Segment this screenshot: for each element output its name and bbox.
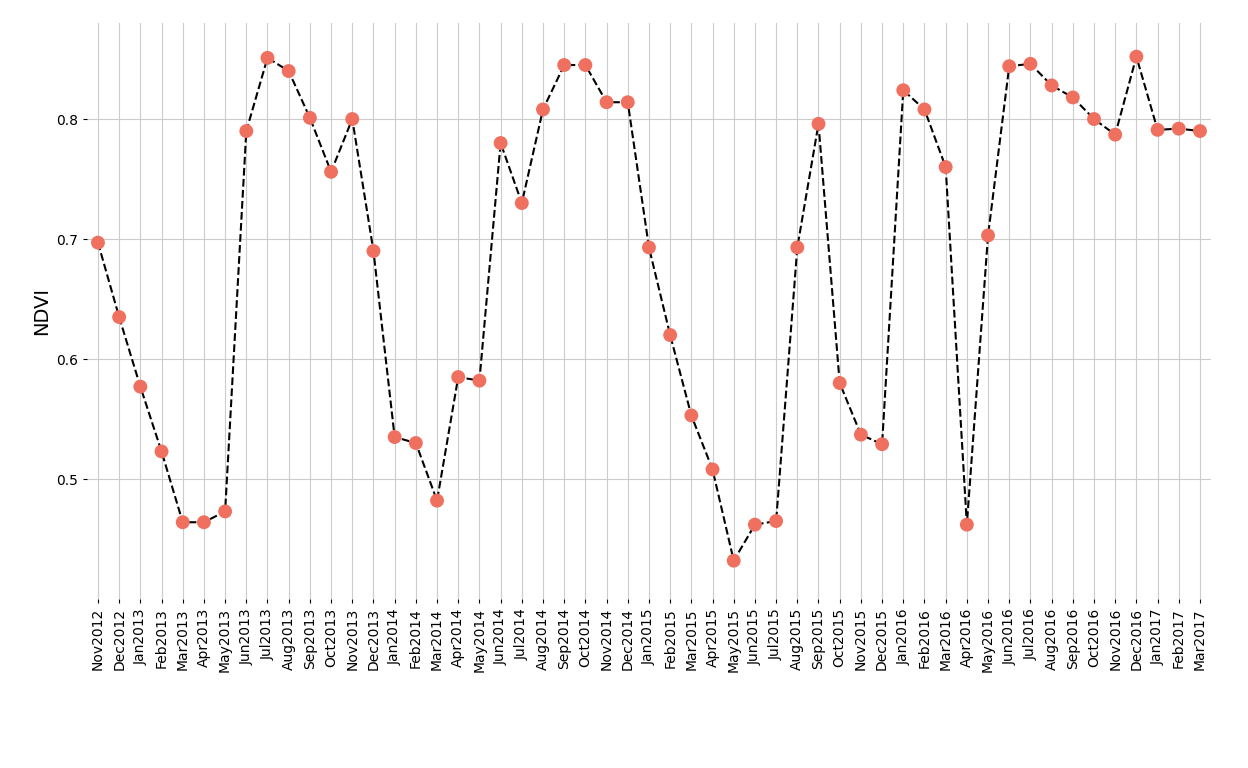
Point bbox=[1127, 51, 1147, 63]
Point bbox=[1191, 125, 1211, 137]
Point bbox=[936, 161, 956, 174]
Point bbox=[490, 137, 510, 149]
Point bbox=[469, 375, 489, 387]
Point bbox=[1063, 91, 1083, 104]
Point bbox=[851, 429, 871, 441]
Point bbox=[597, 96, 617, 108]
Point bbox=[257, 51, 277, 64]
Point bbox=[215, 505, 235, 518]
Point bbox=[872, 438, 892, 450]
Point bbox=[1000, 60, 1020, 72]
Point bbox=[109, 311, 129, 323]
Point bbox=[575, 59, 595, 71]
Point bbox=[1085, 113, 1104, 125]
Point bbox=[172, 516, 192, 528]
Point bbox=[1021, 58, 1041, 70]
Point bbox=[193, 516, 213, 528]
Point bbox=[427, 495, 447, 507]
Point bbox=[915, 104, 935, 116]
Point bbox=[321, 166, 341, 178]
Point bbox=[1106, 128, 1126, 141]
Point bbox=[342, 113, 362, 125]
Point bbox=[894, 84, 914, 97]
Point bbox=[660, 329, 680, 341]
Point bbox=[512, 197, 532, 209]
Point bbox=[130, 380, 150, 392]
Point bbox=[639, 241, 659, 253]
Point bbox=[1169, 123, 1189, 135]
Point bbox=[533, 104, 553, 116]
Point bbox=[830, 377, 850, 389]
Y-axis label: NDVI: NDVI bbox=[31, 287, 51, 335]
Point bbox=[448, 371, 468, 383]
Point bbox=[978, 230, 998, 242]
Point bbox=[554, 59, 574, 71]
Point bbox=[363, 245, 383, 257]
Point bbox=[1042, 79, 1062, 91]
Point bbox=[278, 65, 298, 78]
Point bbox=[618, 96, 638, 108]
Point bbox=[1148, 124, 1168, 136]
Point bbox=[406, 437, 426, 449]
Point bbox=[766, 515, 786, 527]
Point bbox=[151, 445, 171, 458]
Point bbox=[745, 518, 765, 531]
Point bbox=[724, 554, 744, 567]
Point bbox=[87, 237, 107, 249]
Point bbox=[809, 118, 829, 130]
Point bbox=[681, 409, 701, 422]
Point bbox=[703, 463, 723, 475]
Point bbox=[787, 241, 807, 253]
Point bbox=[236, 125, 256, 137]
Point bbox=[384, 431, 404, 443]
Point bbox=[957, 518, 977, 531]
Point bbox=[300, 111, 319, 124]
